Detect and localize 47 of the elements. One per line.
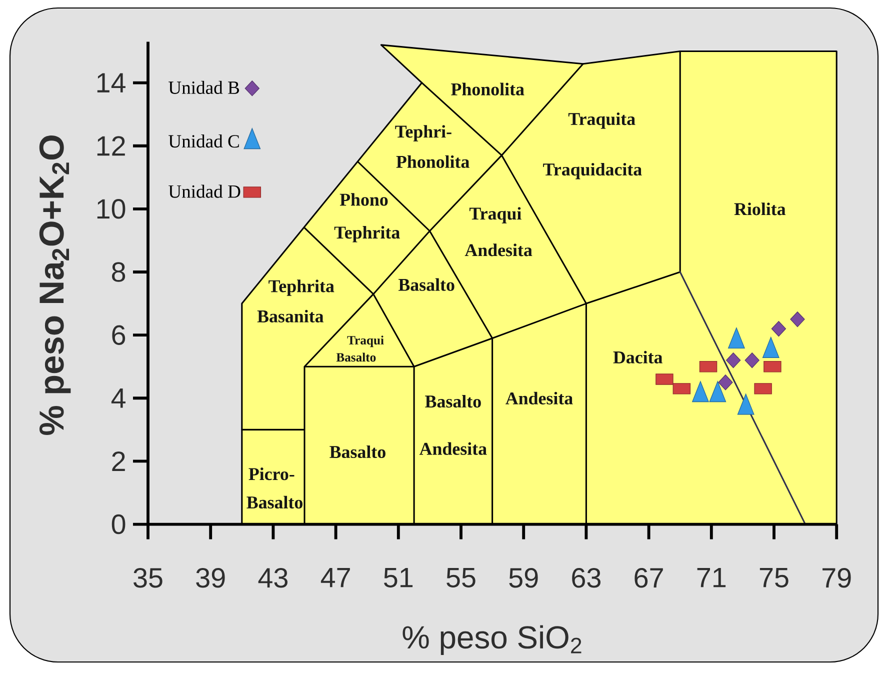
annotation: Andesita — [506, 392, 573, 404]
x-tick-label: 67 — [634, 568, 663, 588]
annotation: Basalto — [330, 445, 386, 458]
legend-label: Unidad B — [168, 80, 240, 94]
y-tick-label: 14 — [97, 73, 126, 92]
legend-label: Unidad D — [168, 184, 240, 198]
annotation: Picro- — [248, 468, 294, 480]
annotation: Phonolita — [451, 82, 524, 96]
annotation: Basalto — [246, 496, 302, 509]
annotation: Riolita — [734, 202, 786, 216]
x-tick-label: 79 — [822, 568, 851, 588]
annotation: Phonolita — [396, 155, 470, 168]
annotation: Basalto — [398, 278, 454, 291]
y-axis-title: % peso Na$_{2}$O+K$_{2}$O — [39, 136, 71, 435]
x-tick-label: 43 — [258, 568, 288, 588]
y-tick-label: 10 — [97, 199, 126, 219]
annotation: Traqui — [347, 336, 384, 348]
x-tick-label: 35 — [134, 568, 162, 588]
x-tick-label: 75 — [760, 568, 788, 588]
annotation: Tephrita — [268, 280, 334, 296]
y-tick-label: 4 — [111, 388, 126, 408]
y-tick-label: 12 — [97, 136, 125, 156]
x-axis-title: % peso SiO$_{2}$ — [402, 625, 582, 655]
x-tick-label: 51 — [384, 568, 413, 588]
x-tick-label: 39 — [196, 568, 225, 588]
x-tick-label: 63 — [572, 568, 600, 588]
y-tick-label: 8 — [112, 262, 126, 282]
annotation: Andesita — [419, 442, 487, 455]
annotation: Phono — [340, 193, 388, 206]
annotation: Traquidacita — [543, 162, 642, 180]
legend-label: Unidad C — [168, 134, 239, 148]
annotation: Traquita — [568, 112, 636, 129]
x-tick-label: 71 — [697, 568, 726, 588]
y-tick-label: 6 — [112, 325, 126, 345]
annotation: Dacita — [613, 350, 662, 364]
annotation: Tephri- — [395, 125, 452, 142]
x-tick-label: 55 — [446, 568, 476, 588]
annotation: Basalto — [336, 352, 376, 362]
annotation: Tephrita — [334, 226, 400, 242]
x-tick-label: 59 — [509, 568, 538, 588]
annotation: Andesita — [464, 244, 532, 256]
y-tick-label: 2 — [112, 451, 125, 471]
annotation: Traqui — [469, 207, 522, 224]
annotation: Basanita — [257, 310, 324, 322]
annotation: Basalto — [425, 394, 481, 408]
y-tick-label: 0 — [112, 514, 126, 534]
x-tick-label: 47 — [320, 568, 350, 588]
